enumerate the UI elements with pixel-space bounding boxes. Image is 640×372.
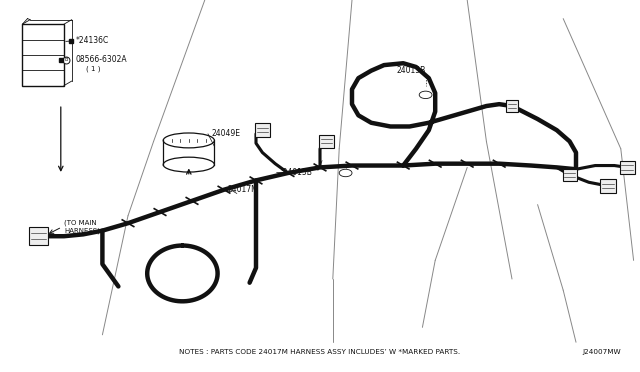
FancyBboxPatch shape: [29, 227, 48, 245]
Text: ( 1 ): ( 1 ): [86, 65, 101, 72]
Text: 24017M: 24017M: [227, 185, 258, 194]
FancyBboxPatch shape: [255, 123, 270, 137]
Circle shape: [339, 169, 352, 177]
FancyBboxPatch shape: [506, 100, 518, 112]
Text: 24015B: 24015B: [397, 66, 426, 75]
Text: 08566-6302A: 08566-6302A: [76, 55, 127, 64]
Text: (TO MAIN: (TO MAIN: [64, 220, 97, 227]
Text: HARNESS): HARNESS): [64, 227, 100, 234]
Text: J24007MW: J24007MW: [582, 349, 621, 355]
Text: B: B: [64, 57, 68, 62]
Text: 24049E: 24049E: [211, 129, 240, 138]
Text: *24136C: *24136C: [76, 36, 109, 45]
FancyBboxPatch shape: [319, 135, 334, 148]
Circle shape: [419, 91, 432, 99]
FancyBboxPatch shape: [563, 169, 577, 181]
Ellipse shape: [163, 157, 214, 172]
Ellipse shape: [163, 133, 214, 148]
FancyBboxPatch shape: [600, 179, 616, 193]
Text: —24015B: —24015B: [275, 169, 312, 177]
Text: NOTES : PARTS CODE 24017M HARNESS ASSY INCLUDES’ W *MARKED PARTS.: NOTES : PARTS CODE 24017M HARNESS ASSY I…: [179, 349, 461, 355]
FancyBboxPatch shape: [620, 160, 635, 174]
Bar: [22, 24, 64, 86]
